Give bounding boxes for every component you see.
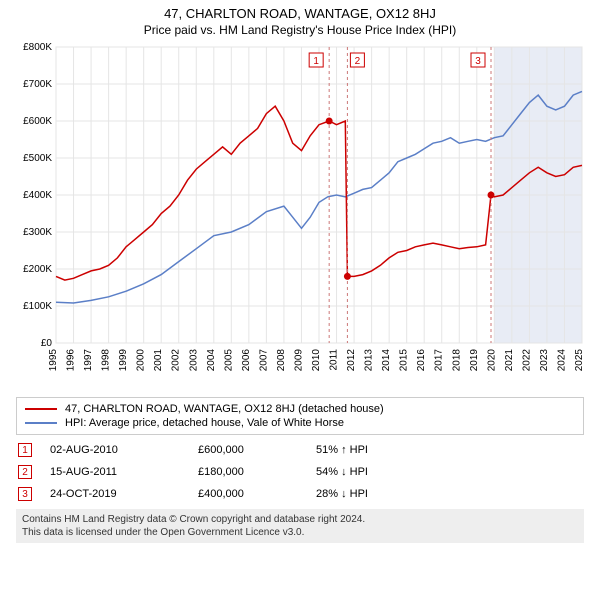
svg-text:2013: 2013 [364, 349, 375, 372]
svg-text:2019: 2019 [469, 349, 480, 372]
svg-text:2007: 2007 [258, 349, 269, 372]
event-row: 3 24-OCT-2019 £400,000 28% ↓ HPI [16, 483, 584, 505]
svg-text:2015: 2015 [399, 349, 410, 372]
svg-text:1997: 1997 [83, 349, 94, 372]
svg-text:£700K: £700K [23, 79, 52, 90]
svg-text:£500K: £500K [23, 153, 52, 164]
legend-label: HPI: Average price, detached house, Vale… [65, 417, 344, 429]
svg-text:2024: 2024 [556, 349, 567, 372]
svg-text:1: 1 [313, 56, 319, 67]
svg-text:2005: 2005 [223, 349, 234, 372]
svg-text:2000: 2000 [136, 349, 147, 372]
events-table: 1 02-AUG-2010 £600,000 51% ↑ HPI 2 15-AUG-201… [16, 439, 584, 505]
svg-text:2004: 2004 [206, 349, 217, 372]
svg-text:2012: 2012 [346, 349, 357, 372]
chart-svg: £0 £100K £200K £300K £400K £500K £600K £700K £80… [10, 43, 590, 391]
svg-text:2002: 2002 [171, 349, 182, 372]
svg-text:2008: 2008 [276, 349, 287, 372]
event-date: 24-OCT-2019 [50, 488, 180, 500]
attribution-line-2: This data is licensed under the Open Gov… [22, 526, 578, 539]
event-price: £600,000 [198, 444, 298, 456]
svg-text:2020: 2020 [486, 349, 497, 372]
svg-text:2022: 2022 [521, 349, 532, 372]
svg-text:£0: £0 [41, 338, 53, 349]
attribution-box: Contains HM Land Registry data © Crown c… [16, 509, 584, 543]
legend-item: 47, CHARLTON ROAD, WANTAGE, OX12 8HJ (de… [25, 402, 575, 416]
svg-text:2017: 2017 [434, 349, 445, 372]
svg-text:2023: 2023 [539, 349, 550, 372]
price-chart-container: 47, CHARLTON ROAD, WANTAGE, OX12 8HJ Pri… [0, 0, 600, 590]
event-hpi-diff: 51% ↑ HPI [316, 444, 368, 456]
event-marker-number: 2 [18, 465, 32, 479]
svg-text:2001: 2001 [153, 349, 164, 372]
svg-text:1999: 1999 [118, 349, 129, 372]
chart-title: 47, CHARLTON ROAD, WANTAGE, OX12 8HJ [10, 6, 590, 21]
svg-text:£400K: £400K [23, 190, 52, 201]
svg-text:£600K: £600K [23, 116, 52, 127]
event-date: 02-AUG-2010 [50, 444, 180, 456]
svg-text:2014: 2014 [381, 349, 392, 372]
event-date: 15-AUG-2011 [50, 466, 180, 478]
svg-text:3: 3 [475, 56, 481, 67]
svg-text:2: 2 [355, 56, 361, 67]
svg-text:2021: 2021 [504, 349, 515, 372]
legend-swatch [25, 408, 57, 410]
event-marker-number: 3 [18, 487, 32, 501]
svg-text:2018: 2018 [451, 349, 462, 372]
svg-text:1995: 1995 [48, 349, 59, 372]
event-row: 2 15-AUG-2011 £180,000 54% ↓ HPI [16, 461, 584, 483]
legend-swatch [25, 422, 57, 424]
svg-text:£100K: £100K [23, 301, 52, 312]
event-hpi-diff: 54% ↓ HPI [316, 466, 368, 478]
event-price: £400,000 [198, 488, 298, 500]
svg-text:2010: 2010 [311, 349, 322, 372]
event-marker-number: 1 [18, 443, 32, 457]
legend-label: 47, CHARLTON ROAD, WANTAGE, OX12 8HJ (de… [65, 403, 384, 415]
event-hpi-diff: 28% ↓ HPI [316, 488, 368, 500]
event-row: 1 02-AUG-2010 £600,000 51% ↑ HPI [16, 439, 584, 461]
svg-text:2025: 2025 [574, 349, 585, 372]
svg-text:2006: 2006 [241, 349, 252, 372]
svg-text:£200K: £200K [23, 264, 52, 275]
svg-text:2016: 2016 [416, 349, 427, 372]
svg-text:1998: 1998 [101, 349, 112, 372]
chart-area: £0 £100K £200K £300K £400K £500K £600K £700K £80… [10, 43, 590, 391]
svg-text:£300K: £300K [23, 227, 52, 238]
legend-box: 47, CHARLTON ROAD, WANTAGE, OX12 8HJ (de… [16, 397, 584, 435]
legend-item: HPI: Average price, detached house, Vale… [25, 416, 575, 430]
svg-text:1996: 1996 [66, 349, 77, 372]
attribution-line-1: Contains HM Land Registry data © Crown c… [22, 513, 578, 526]
chart-subtitle: Price paid vs. HM Land Registry's House … [10, 23, 590, 37]
svg-text:2009: 2009 [293, 349, 304, 372]
svg-text:£800K: £800K [23, 43, 52, 53]
svg-text:2011: 2011 [329, 349, 340, 371]
svg-text:2003: 2003 [188, 349, 199, 372]
event-price: £180,000 [198, 466, 298, 478]
